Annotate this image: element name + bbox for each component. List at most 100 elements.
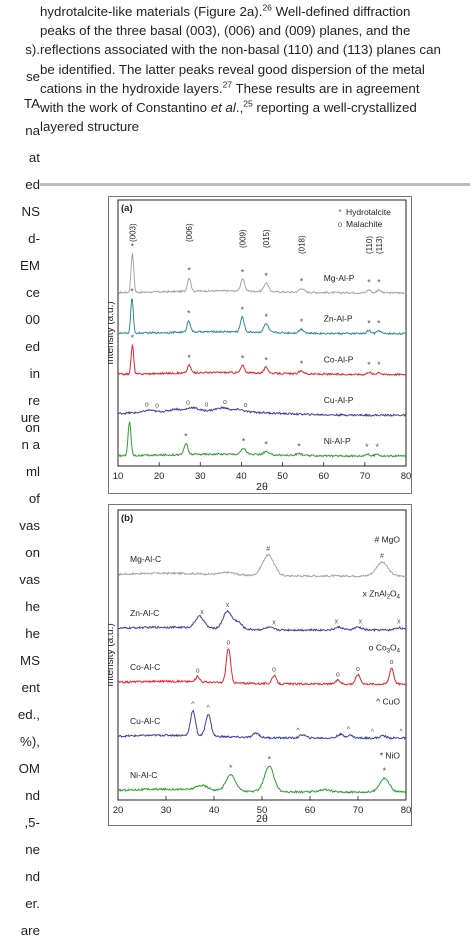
figure-frame [108,196,412,494]
peak-marker: * [377,318,381,328]
cropped-text-fragment: n a [21,437,41,452]
pattern-line-Co-Al-C [117,648,407,687]
citation-superscript: 25 [243,98,253,109]
peak-marker: * [264,355,268,365]
peak-marker: o [223,399,227,406]
peak-marker: ^ [347,727,351,734]
xrd-panel-a: (a) 10 20 30 40 50 60 70 80 2θ Intensity (a.u.) * * *… [108,196,412,494]
peak-marker: * [300,317,304,327]
x-tick-label: 10 [113,471,124,482]
peak-marker: o [145,401,149,408]
pattern-line-Ni-Al-P [117,421,407,458]
panel-label: (a) [121,203,133,214]
y-axis-label: Intensity (a.u.) [108,301,116,364]
cropped-text-fragment: ce [25,285,40,300]
cropped-text-fragment: s). [25,42,40,57]
cropped-text-fragment: na [25,123,40,138]
x-tick-label: 80 [401,471,412,482]
legend-text: O [390,643,397,653]
line-text: peaks of the three basal (003), (006) an… [40,23,411,39]
peak-marker: # [380,553,384,560]
cropped-text-fragment: nd [25,869,40,884]
peak-marker: * [264,312,268,322]
peak-index-label: (018) [297,235,306,254]
line-text: layered structure [40,119,140,135]
peak-index-label: (009) [239,229,248,248]
legend-symbol: o [338,220,343,229]
peak-marker: ^ [207,705,211,712]
peak-marker: * [131,333,135,343]
line-text: reporting a well-crystallized [252,100,417,116]
legend-text: # [374,535,381,545]
phase-legend: * NiO [380,751,401,761]
peak-index-label: (110) [365,236,374,254]
line-text: Well-defined diffraction [271,4,411,19]
sample-label-Mg-Al-C: Mg-Al-C [130,554,161,564]
line-text: These results are in agreement [232,80,420,96]
peak-marker: * [297,442,301,452]
cropped-text-fragment: 00 [25,312,40,327]
x-axis-label: 2θ [256,481,268,493]
legend-text: 3 [387,649,391,655]
sample-label-Cu-Al-P: Cu-Al-P [324,395,354,405]
cropped-text-fragment: on [25,420,40,435]
peak-index-label: (015) [262,229,271,248]
x-tick-label: 60 [305,805,316,816]
paragraph-line: with the work of Constantino et al.,25 r… [40,98,472,117]
peak-marker: * [187,308,191,318]
legend-text: O [390,589,397,599]
x-axis-label: 2θ [256,813,268,825]
legend-text: 2 [387,595,391,601]
peak-marker: * [187,266,191,276]
phase-legend: o Co3O4 [369,643,401,655]
citation-superscript: 27 [222,79,233,90]
cropped-text-fragment: OM [18,761,40,776]
figure-frame [108,504,412,826]
peak-marker: * [131,242,135,252]
cropped-text-fragment: are [20,923,40,938]
section-divider [40,183,470,186]
sample-label-Co-Al-P: Co-Al-P [324,354,354,364]
legend-text: NiO [385,751,400,761]
peak-marker: o [205,401,209,408]
peak-marker: x [272,620,276,627]
legend-text: ^ [376,697,382,707]
line-text: hydrotalcite-like materials (Figure 2a). [40,4,263,19]
cropped-text-fragment: he [25,599,40,614]
xrd-chart-a: (a) 10 20 30 40 50 60 70 80 2θ Intensity (a.u.) * * *… [108,196,412,494]
legend-symbol: * [338,208,341,217]
peak-marker: o [336,671,340,678]
peak-marker: * [187,353,191,363]
legend-label: Malachite [346,219,383,229]
peak-index-label: (006) [185,223,194,242]
legend-text: Co [376,643,387,653]
peak-marker: x [226,602,230,609]
cropped-text-fragment: on [25,545,40,560]
x-tick-label: 30 [161,805,172,816]
legend-text: 4 [397,595,401,601]
paragraph-line: layered structure [40,117,472,136]
cropped-text-fragment: at [28,150,40,165]
peak-marker: * [229,763,233,773]
sample-label-Zn-Al-P: Zn-Al-P [324,314,353,324]
peak-marker: o [226,639,230,646]
paragraph-line: be identified. The latter peaks reveal g… [40,60,472,79]
peak-marker: * [240,305,244,315]
cropped-text-fragment: TA [23,96,40,111]
cropped-text-fragment: ml [25,464,40,479]
peak-marker: ^ [371,729,375,736]
cropped-text-fragment: ent [21,680,41,695]
paragraph-line: reflections associated with the non-basa… [40,40,472,59]
peak-marker: ^ [400,729,404,736]
peak-marker: * [377,278,381,288]
cropped-text-fragment: of [28,491,40,506]
cropped-text-fragment: in [29,366,40,381]
peak-marker: * [241,267,245,277]
peak-marker: * [264,271,268,281]
x-tick-label: 80 [401,805,412,816]
legend-text: * [380,751,386,761]
sample-label-Ni-Al-P: Ni-Al-P [324,436,351,446]
x-tick-label: 50 [277,471,288,482]
peak-marker: o [390,659,394,666]
cropped-text-fragment: ed., [17,707,40,722]
